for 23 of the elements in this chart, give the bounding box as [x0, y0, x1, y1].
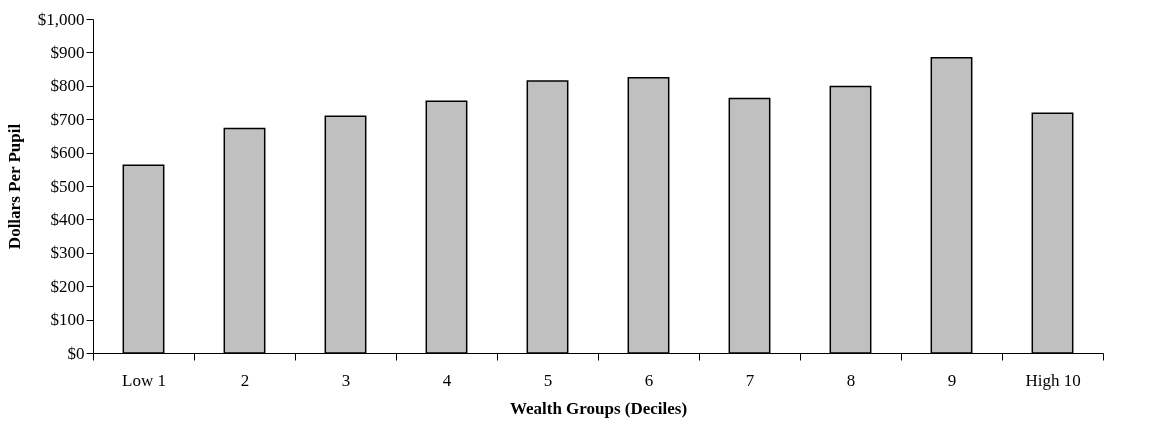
y-axis-title: Dollars Per Pupil [4, 123, 24, 250]
x-tick-label: 6 [644, 370, 654, 390]
y-tick-label: $800 [50, 76, 85, 96]
y-tick-label: $0 [67, 343, 85, 363]
y-tick-label: $900 [50, 42, 85, 62]
x-tick-label: 7 [745, 370, 755, 390]
y-tick-label: $300 [50, 243, 85, 263]
x-tick-label: 5 [543, 370, 553, 390]
x-tick-label: High 10 [1025, 370, 1081, 390]
y-tick-label: $100 [50, 310, 85, 330]
x-tick-label: 2 [240, 370, 250, 390]
x-tick-label: 9 [947, 370, 957, 390]
x-tick-label: Low 1 [122, 370, 166, 390]
y-tick-label: $1,000 [37, 9, 85, 29]
x-axis-title: Wealth Groups (Deciles) [509, 398, 688, 418]
x-tick-label: 4 [442, 370, 452, 390]
y-tick-label: $600 [50, 143, 85, 163]
x-tick-label: 3 [341, 370, 351, 390]
y-tick-label: $200 [50, 276, 85, 296]
x-tick-label: 8 [846, 370, 856, 390]
y-tick-label: $700 [50, 109, 85, 129]
y-tick-label: $500 [50, 176, 85, 196]
y-tick-label: $400 [50, 209, 85, 229]
